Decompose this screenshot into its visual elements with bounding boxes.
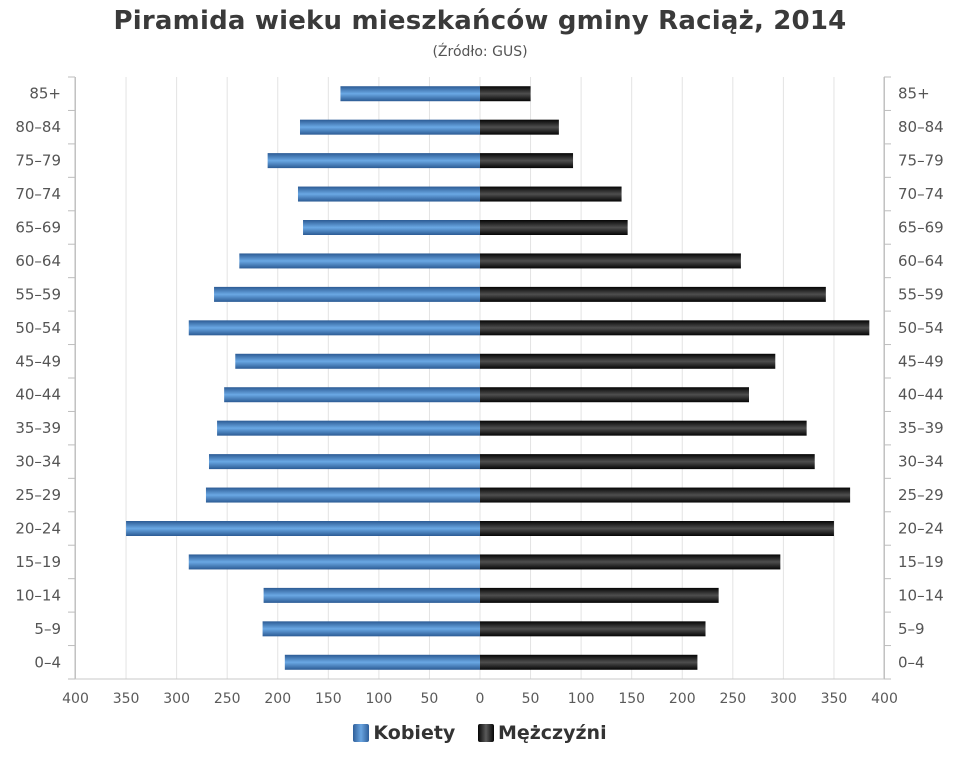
category-label-right: 40–44 <box>898 386 944 404</box>
legend-label-men: Mężczyźni <box>497 722 607 744</box>
legend-item-men[interactable]: Mężczyźni <box>477 722 607 744</box>
x-tick-label: 300 <box>163 691 190 707</box>
x-tick-label: 50 <box>522 691 540 707</box>
category-label-right: 70–74 <box>898 185 944 203</box>
bar-women[interactable] <box>217 420 480 436</box>
category-label-right: 60–64 <box>898 252 944 270</box>
category-label-right: 55–59 <box>898 285 944 303</box>
bar-women[interactable] <box>297 186 480 202</box>
category-label-right: 0–4 <box>898 653 925 671</box>
bar-women[interactable] <box>126 521 480 536</box>
legend: Kobiety Mężczyźni <box>0 722 960 747</box>
legend-swatch-women <box>353 724 370 742</box>
bar-men[interactable] <box>480 253 741 269</box>
category-label-left: 5–9 <box>34 620 61 638</box>
category-label-left: 75–79 <box>15 152 61 170</box>
x-tick-label: 400 <box>62 691 89 707</box>
bar-men[interactable] <box>480 387 749 403</box>
category-label-left: 50–54 <box>15 319 61 337</box>
category-label-right: 50–54 <box>898 319 944 337</box>
category-label-left: 35–39 <box>15 419 61 437</box>
x-tick-label: 250 <box>214 691 241 707</box>
category-label-left: 80–84 <box>15 118 61 136</box>
category-label-left: 10–14 <box>15 586 61 604</box>
x-tick-label: 350 <box>821 691 848 707</box>
bar-women[interactable] <box>284 654 480 670</box>
category-label-left: 60–64 <box>15 252 61 270</box>
category-label-left: 40–44 <box>15 386 61 404</box>
bar-women[interactable] <box>208 454 481 470</box>
category-label-right: 15–19 <box>898 553 944 571</box>
x-tick-label: 150 <box>315 691 342 707</box>
x-tick-label: 0 <box>476 691 485 707</box>
bar-men[interactable] <box>480 554 781 570</box>
category-label-right: 65–69 <box>898 219 944 237</box>
bar-women[interactable] <box>263 587 480 603</box>
bar-men[interactable] <box>480 320 870 336</box>
bar-women[interactable] <box>188 554 480 570</box>
bar-men[interactable] <box>480 186 622 202</box>
x-tick-label: 200 <box>669 691 696 707</box>
bar-women[interactable] <box>267 153 480 169</box>
category-label-right: 75–79 <box>898 152 944 170</box>
bar-men[interactable] <box>480 353 776 369</box>
x-tick-label: 100 <box>568 691 595 707</box>
bar-women[interactable] <box>340 86 480 102</box>
legend-swatch-men <box>477 724 494 742</box>
bar-women[interactable] <box>299 119 480 135</box>
category-label-right: 10–14 <box>898 586 944 604</box>
x-tick-label: 300 <box>770 691 797 707</box>
category-label-left: 45–49 <box>15 352 61 370</box>
bar-women[interactable] <box>303 220 480 235</box>
bar-men[interactable] <box>480 521 834 536</box>
bar-men[interactable] <box>480 153 574 169</box>
category-label-left: 30–34 <box>15 453 61 471</box>
category-label-left: 20–24 <box>15 520 61 538</box>
bar-women[interactable] <box>205 487 481 503</box>
x-tick-label: 250 <box>719 691 746 707</box>
category-label-right: 80–84 <box>898 118 944 136</box>
bar-women[interactable] <box>188 320 480 336</box>
bar-men[interactable] <box>480 654 698 670</box>
category-label-left: 65–69 <box>15 219 61 237</box>
bar-men[interactable] <box>480 119 559 135</box>
category-label-right: 45–49 <box>898 352 944 370</box>
bar-women[interactable] <box>224 387 480 403</box>
legend-label-women: Kobiety <box>373 722 456 744</box>
bar-men[interactable] <box>480 286 826 302</box>
category-label-right: 85+ <box>898 85 930 103</box>
category-label-left: 0–4 <box>34 653 61 671</box>
category-label-left: 55–59 <box>15 285 61 303</box>
chart-title: Piramida wieku mieszkańców gminy Raciąż,… <box>113 6 847 36</box>
category-label-right: 30–34 <box>898 453 944 471</box>
category-label-left: 25–29 <box>15 486 61 504</box>
category-label-left: 70–74 <box>15 185 61 203</box>
bar-women[interactable] <box>262 621 480 637</box>
x-tick-label: 200 <box>264 691 291 707</box>
bar-women[interactable] <box>239 253 480 269</box>
category-label-right: 25–29 <box>898 486 944 504</box>
bar-men[interactable] <box>480 487 851 503</box>
bar-women[interactable] <box>235 353 480 369</box>
bar-men[interactable] <box>480 621 706 637</box>
x-tick-label: 100 <box>366 691 393 707</box>
bar-men[interactable] <box>480 454 815 470</box>
category-label-right: 20–24 <box>898 520 944 538</box>
category-label-left: 15–19 <box>15 553 61 571</box>
bar-men[interactable] <box>480 86 531 102</box>
bar-women[interactable] <box>214 286 480 302</box>
bar-men[interactable] <box>480 420 807 436</box>
category-label-left: 85+ <box>29 85 61 103</box>
legend-item-women[interactable]: Kobiety <box>353 722 455 744</box>
x-tick-label: 350 <box>113 691 140 707</box>
x-tick-label: 50 <box>421 691 439 707</box>
bar-men[interactable] <box>480 587 719 603</box>
category-label-right: 5–9 <box>898 620 925 638</box>
category-label-right: 35–39 <box>898 419 944 437</box>
x-tick-label: 150 <box>618 691 645 707</box>
x-tick-label: 400 <box>871 691 898 707</box>
chart-subtitle: (Źródło: GUS) <box>432 44 528 60</box>
bar-men[interactable] <box>480 220 628 235</box>
